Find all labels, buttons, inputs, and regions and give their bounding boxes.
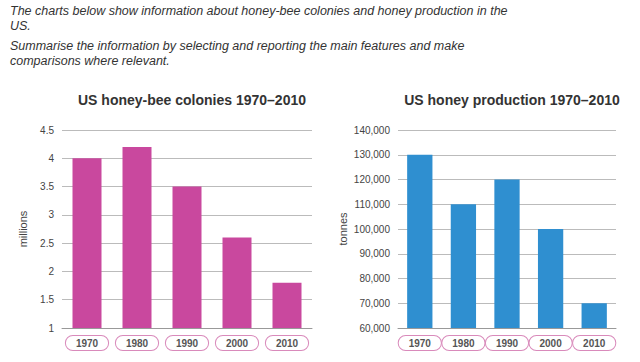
- svg-text:US honey-bee colonies 1970–201: US honey-bee colonies 1970–2010: [78, 92, 306, 108]
- svg-text:3.5: 3.5: [40, 181, 54, 192]
- svg-text:2.5: 2.5: [40, 238, 54, 249]
- svg-text:70,000: 70,000: [359, 298, 390, 309]
- svg-text:2000: 2000: [226, 338, 249, 349]
- html-text:Summarise the information by s: Summarise the information by selecting a…: [10, 39, 465, 68]
- svg-text:US honey production 1970–2010: US honey production 1970–2010: [404, 92, 620, 108]
- svg-text:1990: 1990: [496, 338, 519, 349]
- svg-text:1990: 1990: [176, 338, 199, 349]
- svg-text:130,000: 130,000: [354, 149, 391, 160]
- svg-text:90,000: 90,000: [359, 248, 390, 259]
- svg-text:100,000: 100,000: [354, 224, 391, 235]
- svg-text:110,000: 110,000: [355, 199, 391, 210]
- html-text:The charts below show informat: The charts below show information about …: [10, 4, 508, 33]
- svg-text:60,000: 60,000: [359, 323, 390, 334]
- svg-text:2: 2: [48, 266, 54, 277]
- svg-text:1.5: 1.5: [40, 294, 54, 305]
- svg-text:2010: 2010: [583, 338, 606, 349]
- svg-text:millions: millions: [17, 210, 29, 247]
- svg-text:4.5: 4.5: [40, 125, 54, 136]
- svg-text:1970: 1970: [409, 338, 432, 349]
- svg-text:1980: 1980: [126, 338, 149, 349]
- svg-text:1970: 1970: [76, 338, 99, 349]
- svg-text:140,000: 140,000: [354, 125, 391, 136]
- svg-text:2010: 2010: [276, 338, 299, 349]
- svg-text:3: 3: [48, 209, 54, 220]
- svg-text:1: 1: [48, 323, 54, 334]
- svg-text:120,000: 120,000: [354, 174, 391, 185]
- svg-text:4: 4: [48, 153, 54, 164]
- svg-text:2000: 2000: [539, 338, 562, 349]
- svg-text:1980: 1980: [452, 338, 475, 349]
- svg-text:80,000: 80,000: [359, 273, 390, 284]
- svg-text:tonnes: tonnes: [337, 212, 349, 246]
